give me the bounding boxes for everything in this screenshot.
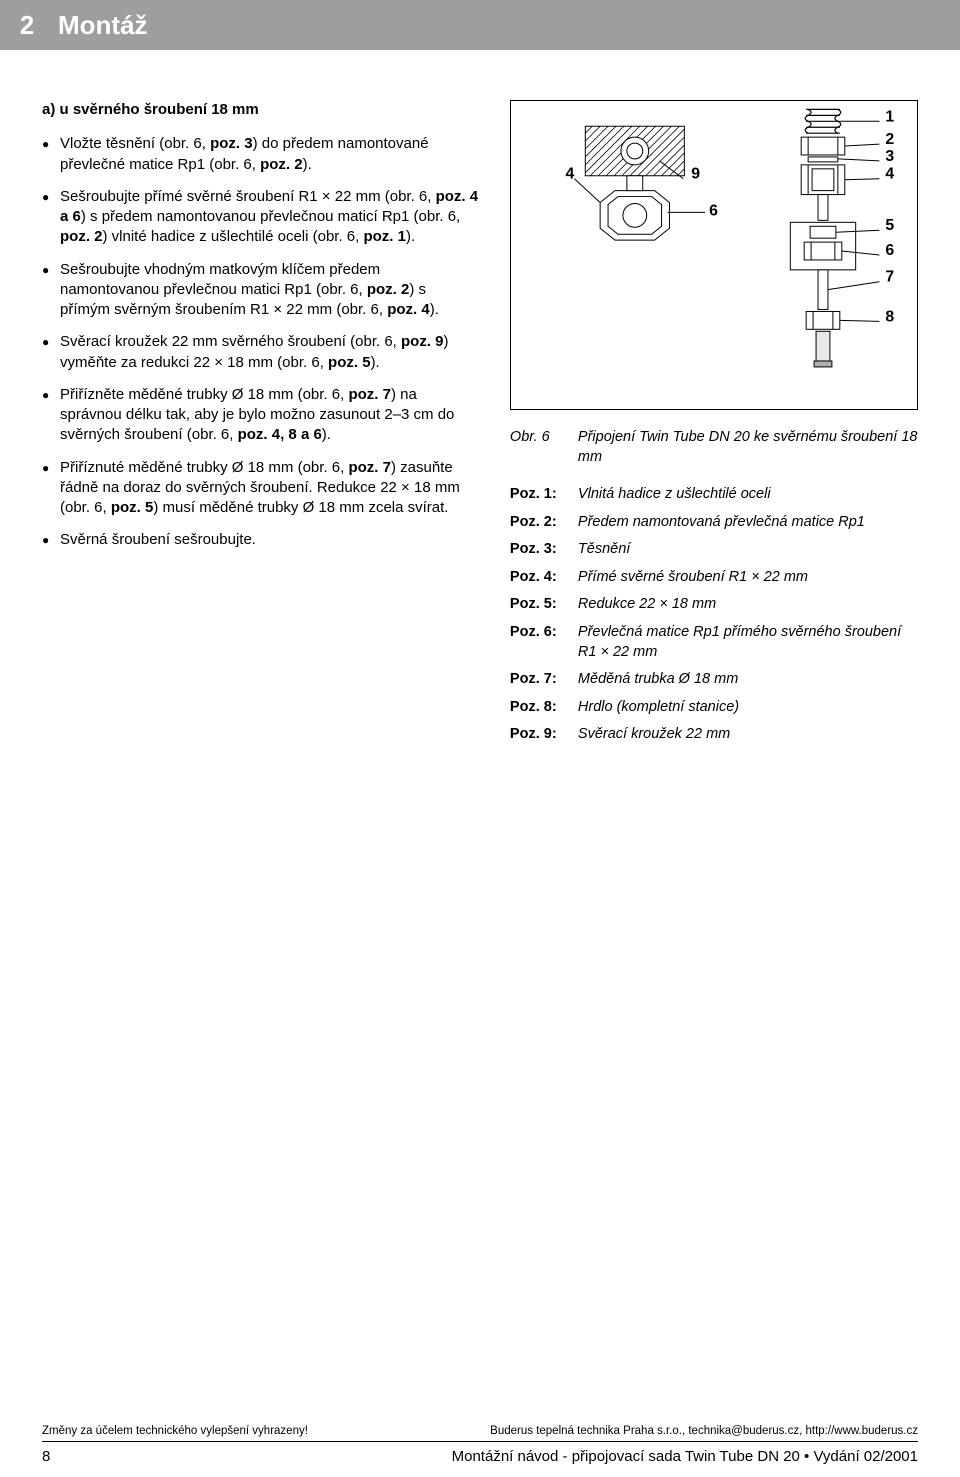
footer-company: Buderus tepelná technika Praha s.r.o., t… [490,1425,918,1437]
position-label: Poz. 1: [510,485,578,505]
bullet-item: Přiříznuté měděné trubky Ø 18 mm (obr. 6… [42,458,480,519]
footer-meta: Změny za účelem technického vylepšení vy… [42,1425,918,1442]
position-row: Poz. 5:Redukce 22 × 18 mm [510,595,918,615]
position-row: Poz. 7: Měděná trubka Ø 18 mm [510,670,918,690]
position-row: Poz. 3:Těsnění [510,540,918,560]
caption-label: Obr. 6 [510,428,578,467]
svg-text:3: 3 [885,148,894,165]
position-label: Poz. 9: [510,725,578,745]
bullet-item: Přiřízněte měděné trubky Ø 18 mm (obr. 6… [42,385,480,446]
position-legend: Poz. 1:Vlnitá hadice z ušlechtilé oceliP… [510,485,918,745]
svg-text:6: 6 [885,242,894,259]
content-area: a) u svěrného šroubení 18 mm Vložte těsn… [0,100,960,753]
bullet-list: Vložte těsnění (obr. 6, poz. 3) do přede… [42,134,480,550]
svg-text:8: 8 [885,308,894,325]
position-label: Poz. 8: [510,698,578,718]
position-label: Poz. 5: [510,595,578,615]
diagram: 49612345678 [510,100,918,410]
bullet-item: Sešroubujte vhodným matkovým klíčem před… [42,260,480,321]
section-title: Montáž [54,10,148,41]
footer-disclaimer: Změny za účelem technického vylepšení vy… [42,1425,308,1437]
position-row: Poz. 6:Převlečná matice Rp1 přímého svěr… [510,623,918,662]
svg-text:9: 9 [691,166,700,183]
position-label: Poz. 6: [510,623,578,662]
right-column: 49612345678 Obr. 6 Připojení Twin Tube D… [510,100,918,753]
figure-caption: Obr. 6 Připojení Twin Tube DN 20 ke svěr… [510,428,918,467]
svg-text:1: 1 [885,108,894,125]
position-label: Poz. 3: [510,540,578,560]
subheading: a) u svěrného šroubení 18 mm [42,100,480,120]
position-text: Těsnění [578,540,630,560]
svg-text:2: 2 [885,131,894,148]
caption-text: Připojení Twin Tube DN 20 ke svěrnému šr… [578,428,918,467]
svg-text:6: 6 [709,202,718,219]
bullet-item: Vložte těsnění (obr. 6, poz. 3) do přede… [42,134,480,175]
footer-title-row: 8 Montážní návod - připojovací sada Twin… [42,1448,918,1465]
left-column: a) u svěrného šroubení 18 mm Vložte těsn… [42,100,480,753]
position-text: Přímé svěrné šroubení R1 × 22 mm [578,568,808,588]
position-label: Poz. 4: [510,568,578,588]
position-text: Vlnitá hadice z ušlechtilé oceli [578,485,771,505]
position-label: Poz. 7: [510,670,578,690]
position-row: Poz. 4:Přímé svěrné šroubení R1 × 22 mm [510,568,918,588]
document-title: Montážní návod - připojovací sada Twin T… [452,1448,918,1465]
position-row: Poz. 9: Svěrací kroužek 22 mm [510,725,918,745]
svg-text:4: 4 [565,166,574,183]
bullet-item: Svěrací kroužek 22 mm svěrného šroubení … [42,332,480,373]
position-text: Hrdlo (kompletní stanice) [578,698,739,718]
page-number: 8 [42,1448,50,1465]
position-text: Svěrací kroužek 22 mm [578,725,730,745]
position-row: Poz. 8:Hrdlo (kompletní stanice) [510,698,918,718]
page-footer: Změny za účelem technického vylepšení vy… [0,1425,960,1477]
position-label: Poz. 2: [510,513,578,533]
svg-text:7: 7 [885,269,894,286]
bullet-item: Svěrná šroubení sešroubujte. [42,530,480,550]
position-row: Poz. 1:Vlnitá hadice z ušlechtilé oceli [510,485,918,505]
svg-text:5: 5 [885,217,894,234]
position-text: Předem namontovaná převlečná matice Rp1 [578,513,865,533]
diagram-svg: 49612345678 [511,101,917,409]
section-header: 2 Montáž [0,0,960,50]
position-text: Převlečná matice Rp1 přímého svěrného šr… [578,623,918,662]
position-text: Měděná trubka Ø 18 mm [578,670,738,690]
section-number: 2 [0,10,54,41]
position-row: Poz. 2:Předem namontovaná převlečná mati… [510,513,918,533]
svg-text:4: 4 [885,166,894,183]
bullet-item: Sešroubujte přímé svěrné šroubení R1 × 2… [42,187,480,248]
position-text: Redukce 22 × 18 mm [578,595,716,615]
